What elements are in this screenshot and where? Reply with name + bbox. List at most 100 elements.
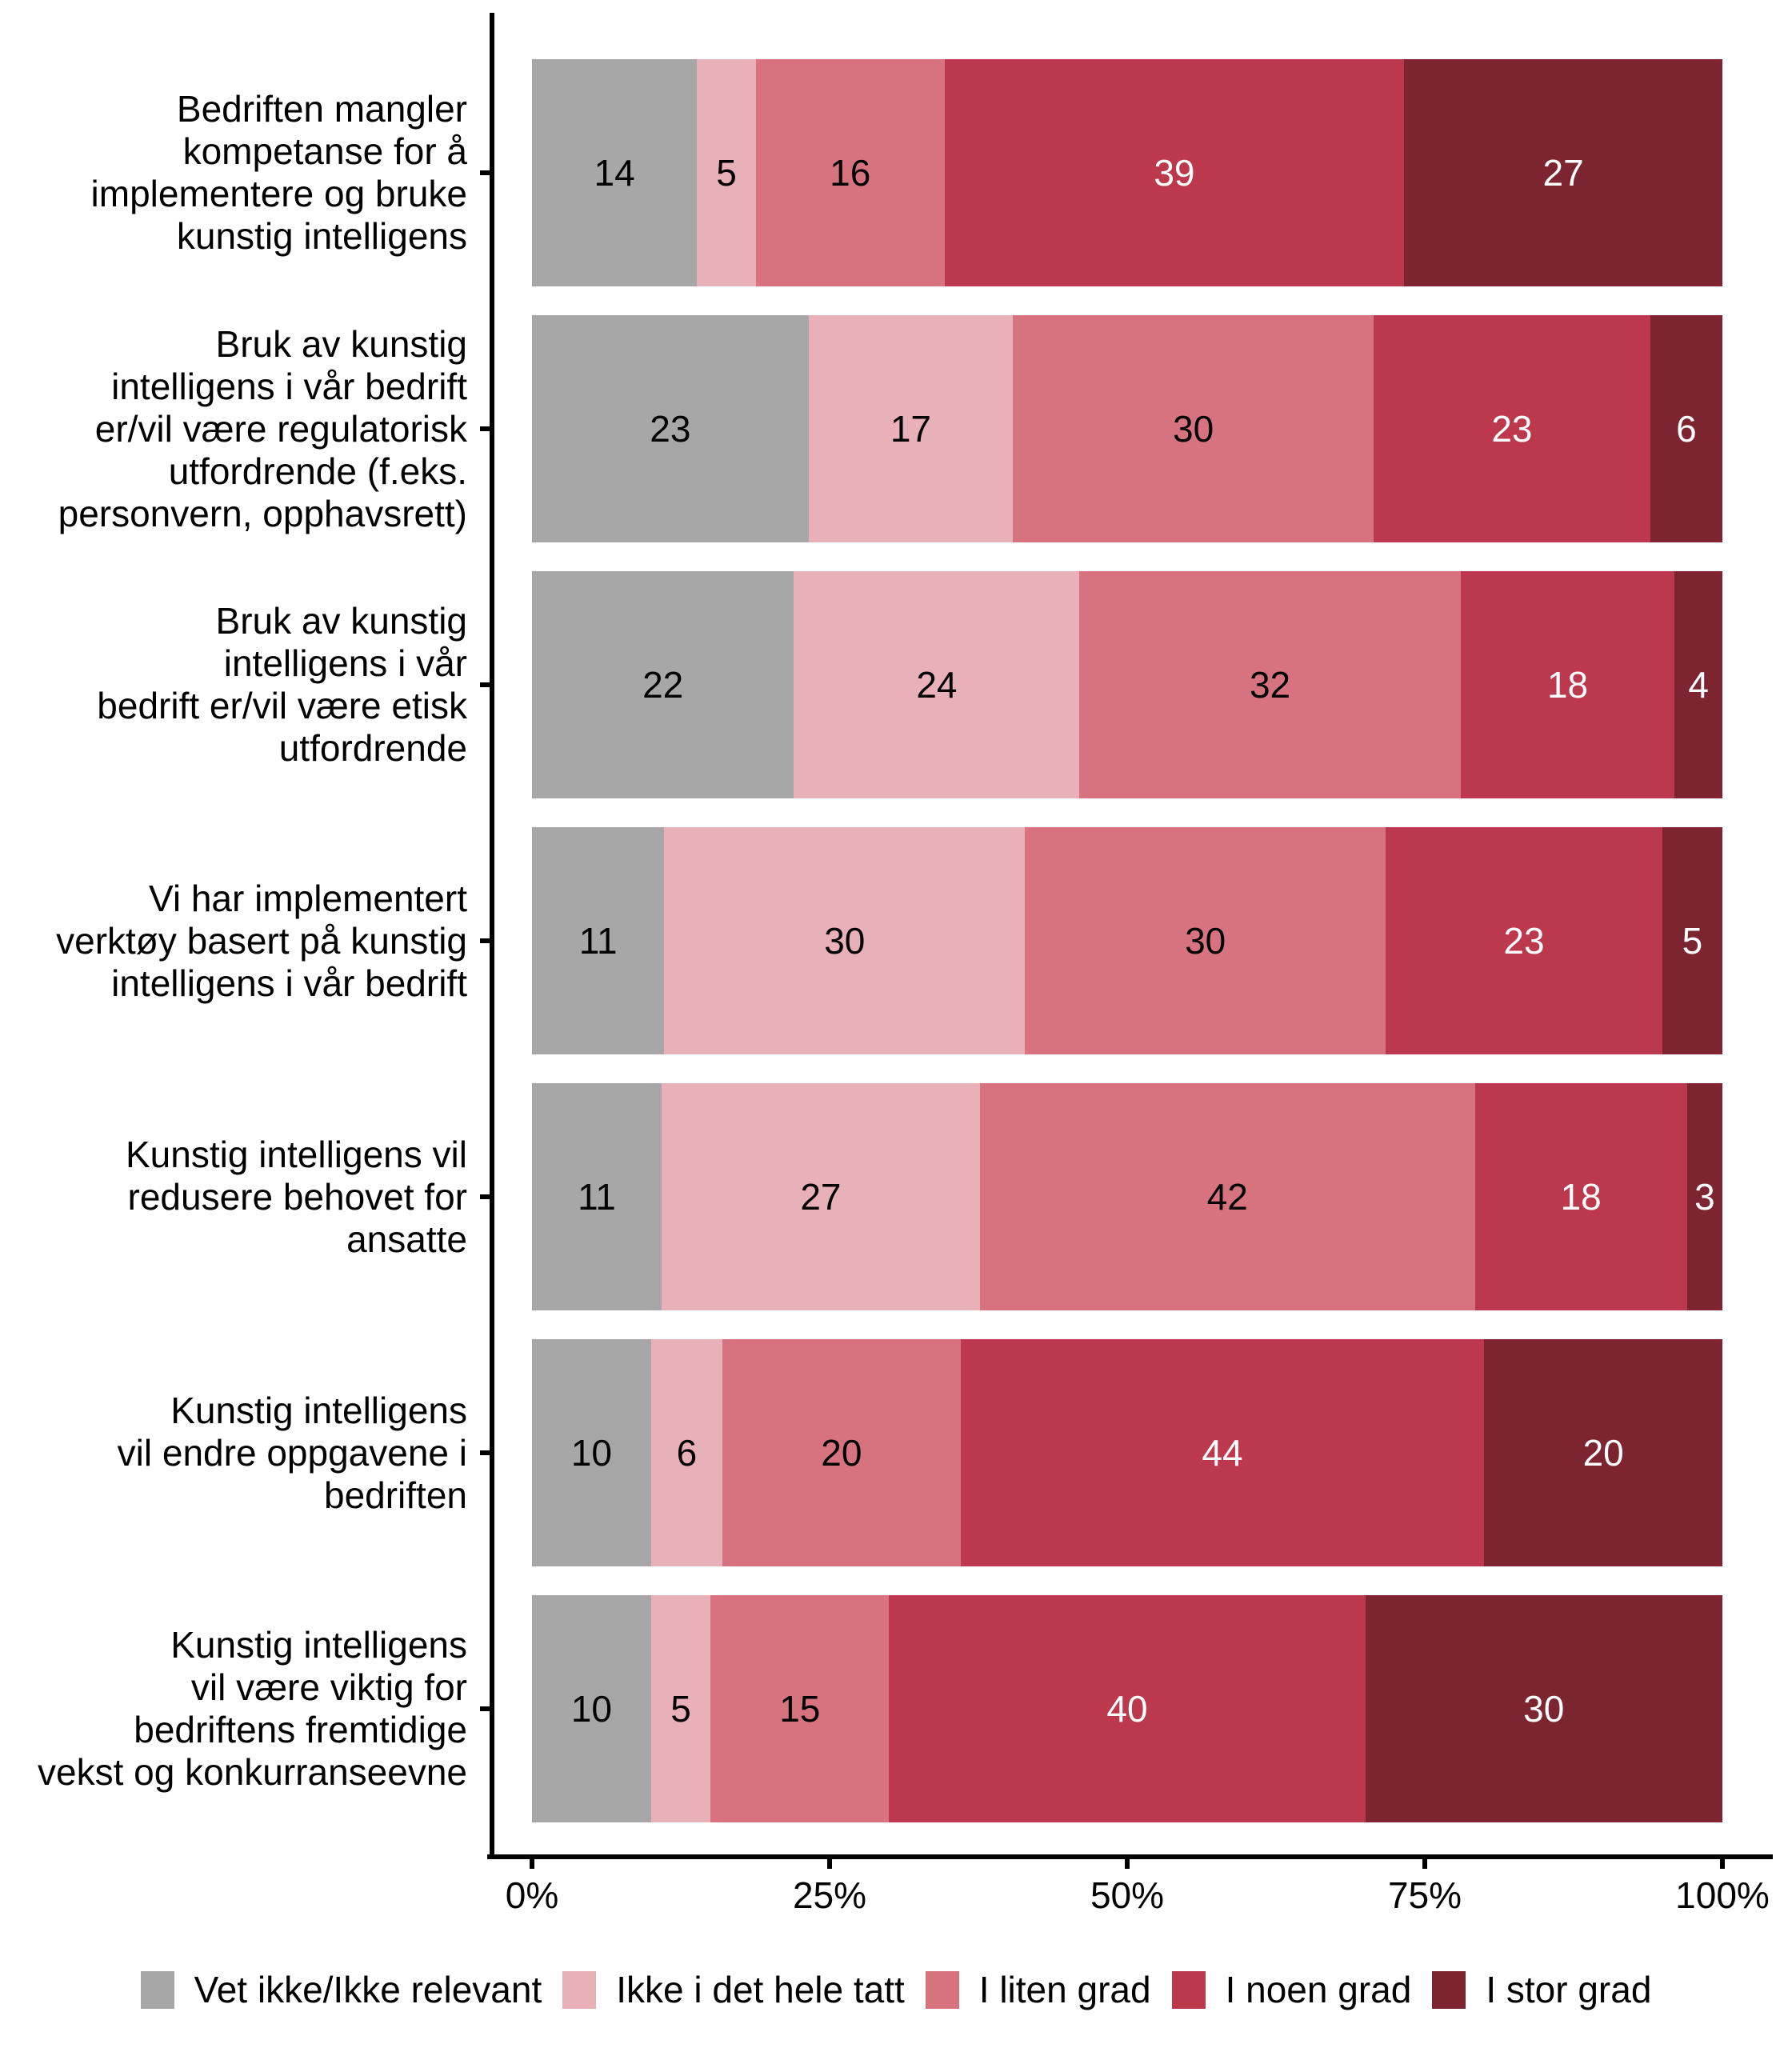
bar-segment-i-stor-grad: 5 [1662,827,1722,1054]
category-label: Bedriften mangler kompetanse for å imple… [90,88,467,257]
segment-value: 10 [570,1688,612,1730]
category-label: Kunstig intelligens vil være viktig for … [38,1624,467,1793]
segment-value: 30 [1185,920,1226,962]
segment-value: 18 [1546,664,1589,706]
segment-value: 11 [578,1176,616,1218]
segment-value: 6 [1676,408,1697,450]
segment-value: 44 [1202,1432,1243,1474]
bar-zone: 14 5 16 39 27 [480,45,1792,301]
segment-value: 27 [800,1176,842,1218]
legend-item-i-noen-grad: I noen grad [1171,1968,1412,2011]
stacked-bar: 10 6 20 44 20 [532,1339,1722,1566]
segment-value: 23 [1503,920,1545,962]
legend-item-i-liten-grad: I liten grad [925,1968,1151,2011]
bar-segment-i-noen-grad: 23 [1386,827,1662,1054]
y-tick [480,938,490,943]
y-tick [480,1706,490,1711]
category-label: Kunstig intelligens vil endre oppgavene … [117,1389,467,1516]
bar-segment-vet-ikke-ikke-relevant: 14 [532,59,698,286]
stacked-bar: 11 27 42 18 3 [532,1083,1722,1310]
legend-label: I noen grad [1225,1969,1412,2010]
bar-zone: 11 30 30 23 5 [480,813,1792,1069]
segment-value: 30 [1523,1688,1565,1730]
bar-segment-ikke-i-det-hele-tatt: 30 [664,827,1026,1054]
segment-value: 5 [670,1688,691,1730]
bar-zone: 10 5 15 40 30 [480,1581,1792,1837]
segment-value: 20 [1582,1432,1624,1474]
stacked-bar: 23 17 30 23 6 [532,315,1722,542]
segment-value: 6 [676,1432,698,1474]
segment-value: 5 [1682,920,1703,962]
bar-segment-i-noen-grad: 23 [1374,315,1650,542]
segment-value: 22 [642,664,684,706]
segment-value: 5 [716,152,737,194]
bar-segment-i-stor-grad: 27 [1404,59,1722,286]
legend: Vet ikke/Ikke relevant Ikke i det hele ta… [0,1968,1792,2011]
bar-segment-vet-ikke-ikke-relevant: 22 [532,571,794,798]
legend-swatch-i-liten-grad [925,1970,959,2009]
legend-item-ikke-i-det-hele-tatt: Ikke i det hele tatt [562,1968,905,2011]
y-tick [480,170,490,175]
segment-value: 16 [830,152,871,194]
legend-label: Vet ikke/Ikke relevant [194,1969,542,2010]
x-ticks [530,1859,1725,1869]
segment-value: 11 [578,920,618,962]
bar-segment-i-stor-grad: 30 [1365,1595,1722,1822]
x-tick [1125,1859,1130,1869]
x-tick-label: 0% [505,1874,559,1916]
segment-value: 42 [1206,1176,1248,1218]
bar-segment-vet-ikke-ikke-relevant: 11 [532,827,665,1054]
legend-swatch-ikke-i-det-hele-tatt [562,1970,597,2009]
legend-item-vet-ikke-ikke-relevant: Vet ikke/Ikke relevant [140,1968,542,2011]
legend-swatch-i-stor-grad [1432,1970,1466,2009]
bar-segment-i-stor-grad: 4 [1674,571,1722,798]
x-tick [1720,1859,1725,1869]
y-tick [480,1194,490,1199]
bar-segment-i-liten-grad: 30 [1013,315,1374,542]
x-axis-line [487,1854,1773,1859]
segment-value: 24 [916,664,958,706]
legend-item-i-stor-grad: I stor grad [1432,1968,1651,2011]
segment-value: 18 [1560,1176,1602,1218]
segment-value: 23 [1491,408,1533,450]
segment-value: 32 [1249,664,1291,706]
category-label: Bruk av kunstig intelligens i vår bedrif… [97,600,467,769]
segment-value: 15 [779,1688,821,1730]
category-label: Kunstig intelligens vil redusere behovet… [125,1133,467,1260]
x-tick-label: 50% [1090,1874,1165,1916]
x-tick-labels: 0% 25% 50% 75% 100% [506,1874,1770,1916]
segment-value: 14 [594,152,635,194]
bar-segment-i-stor-grad: 6 [1650,315,1722,542]
x-tick-label: 100% [1675,1874,1770,1916]
segment-value: 39 [1154,152,1195,194]
x-tick [530,1859,534,1869]
y-axis-line [490,13,494,1859]
bar-segment-i-liten-grad: 20 [722,1339,961,1566]
bar-segment-ikke-i-det-hele-tatt: 27 [662,1083,980,1310]
stacked-bar: 11 30 30 23 5 [532,827,1722,1054]
bar-rows: Bedriften mangler kompetanse for å imple… [0,45,1792,1837]
y-tick [480,682,490,687]
bar-segment-ikke-i-det-hele-tatt: 6 [650,1339,723,1566]
bar-segment-i-liten-grad: 32 [1079,571,1461,798]
legend-swatch-i-noen-grad [1171,1970,1206,2009]
segment-value: 27 [1542,152,1584,194]
bar-segment-i-noen-grad: 40 [889,1595,1366,1822]
bar-zone: 22 24 32 18 4 [480,557,1792,813]
bar-row: Vi har implementert verktøy basert på ku… [0,813,1792,1069]
bar-segment-i-noen-grad: 39 [944,59,1405,286]
bar-segment-ikke-i-det-hele-tatt: 24 [794,571,1080,798]
bar-segment-ikke-i-det-hele-tatt: 5 [697,59,756,286]
stacked-bar: 10 5 15 40 30 [532,1595,1722,1822]
legend-label: Ikke i det hele tatt [616,1969,905,2010]
bar-segment-vet-ikke-ikke-relevant: 11 [532,1083,662,1310]
stacked-bar: 14 5 16 39 27 [532,59,1722,286]
bar-segment-vet-ikke-ikke-relevant: 10 [532,1339,651,1566]
bar-zone: 11 27 42 18 3 [480,1069,1792,1325]
bar-segment-i-stor-grad: 20 [1484,1339,1722,1566]
segment-value: 4 [1688,664,1709,706]
x-tick [827,1859,832,1869]
segment-value: 40 [1106,1688,1148,1730]
legend-label: I liten grad [978,1969,1151,2010]
